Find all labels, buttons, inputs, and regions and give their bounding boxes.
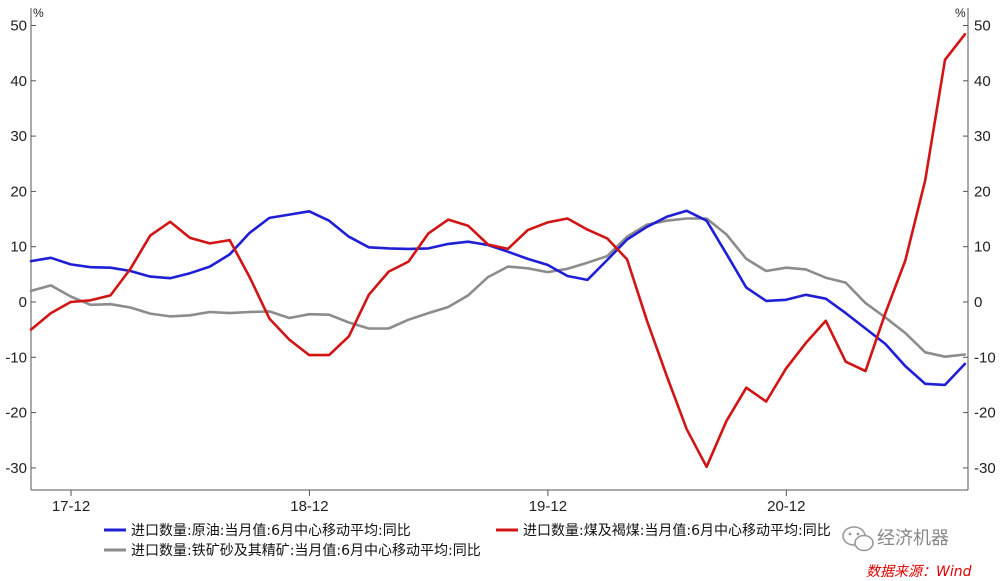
x-tick-label: 20-12	[767, 498, 805, 515]
series-line-iron-ore	[29, 217, 967, 359]
right-y-tick-label: -20	[974, 405, 996, 422]
right-unit-label: %	[955, 6, 966, 20]
left-y-tick-label: 20	[10, 183, 27, 200]
left-y-tick-label: -20	[5, 405, 27, 422]
right-y-tick-label: 20	[974, 183, 991, 200]
right-y-tick-label: -10	[974, 349, 996, 366]
left-y-tick-label: 10	[10, 239, 27, 256]
left-y-tick-label: 50	[10, 18, 27, 35]
legend-label-coal: 进口数量:煤及褐煤:当月值:6月中心移动平均:同比	[523, 523, 831, 539]
right-y-tick-label: 0	[974, 294, 982, 311]
left-y-tick-label: -10	[5, 349, 27, 366]
left-y-tick-label: 30	[10, 128, 27, 145]
left-tick-labels: -30 -20 -10 0 10 20 30 40 50	[5, 18, 36, 477]
data-source-note: 数据来源：Wind	[866, 564, 972, 580]
watermark: 经济机器	[842, 526, 949, 552]
left-unit-label: %	[33, 6, 44, 20]
x-tick-label: 17-12	[52, 498, 90, 515]
series-lines	[29, 32, 967, 469]
right-tick-labels: -30 -20 -10 0 10 20 30 40 50	[963, 18, 996, 477]
right-y-tick-label: 10	[974, 239, 991, 256]
wechat-icon	[842, 526, 874, 552]
legend-label-crude-oil: 进口数量:原油:当月值:6月中心移动平均:同比	[131, 523, 411, 539]
x-tick-label: 18-12	[290, 498, 328, 515]
legend: 进口数量:原油:当月值:6月中心移动平均:同比 进口数量:煤及褐煤:当月值:6月…	[104, 523, 831, 559]
series-line-crude-oil	[29, 209, 967, 387]
legend-label-iron-ore: 进口数量:铁矿砂及其精矿:当月值:6月中心移动平均:同比	[131, 543, 481, 559]
left-y-tick-label: 0	[19, 294, 27, 311]
left-y-tick-label: -30	[5, 460, 27, 477]
x-tick-label: 19-12	[529, 498, 567, 515]
series-line-coal	[29, 32, 967, 469]
right-y-tick-label: -30	[974, 460, 996, 477]
left-y-tick-label: 40	[10, 73, 27, 90]
right-y-tick-label: 50	[974, 18, 991, 35]
right-y-tick-label: 40	[974, 73, 991, 90]
watermark-text: 经济机器	[877, 528, 949, 549]
x-tick-labels: 17-12 18-12 19-12 20-12	[52, 490, 806, 515]
right-y-tick-label: 30	[974, 128, 991, 145]
